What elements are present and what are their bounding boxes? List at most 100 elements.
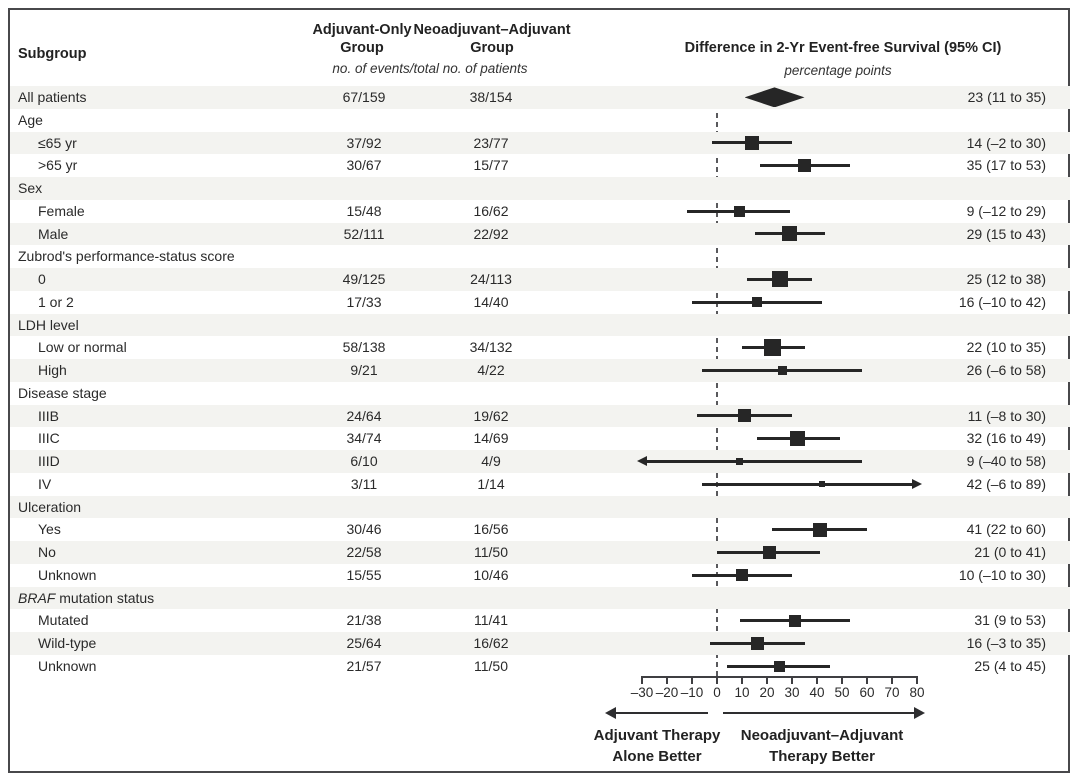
estimate-ci-text: 11 (–8 to 30) [967,407,1046,424]
point-estimate-square [750,636,764,650]
right-arrow-icon [914,707,925,719]
axis-tick-label: –10 [680,685,704,700]
axis-tick [716,676,718,684]
row-label: Yes [38,521,61,538]
row-label: ≤65 yr [38,134,77,151]
x-axis-line [642,676,918,678]
neoadjuvant-value: 24/113 [470,271,512,287]
adjuvant-only-header-line1: Adjuvant-Only [312,22,412,38]
row-label: Zubrod's performance-status score [18,248,235,265]
estimate-ci-text: 22 (10 to 35) [966,339,1046,356]
point-estimate-square [734,205,745,217]
ci-clipped-left-arrow-icon [637,455,647,466]
estimate-ci-text: 16 (–10 to 42) [958,293,1046,310]
adjuvant-only-header-line2: Group [340,40,384,56]
subgroup-data-row: ≤65 yr 37/92 23/77 14 (–2 to 30) [10,131,1070,155]
adjuvant-only-value: 52/111 [343,225,385,242]
axis-tick [916,676,918,684]
point-estimate-square [774,660,785,672]
row-label: Age [18,111,43,128]
row-label: Mutated [38,612,89,629]
neoadjuvant-value: 11/50 [474,544,508,560]
neoadjuvant-value: 14/69 [473,430,509,447]
subgroup-data-row: Unknown 15/55 10/46 10 (–10 to 30) [10,564,1070,587]
subgroup-data-row: Female 15/48 16/62 9 (–12 to 29) [10,200,1070,223]
row-label: Female [38,202,85,219]
neoadjuvant-header-line1: Neoadjuvant–Adjuvant [413,22,571,38]
adjuvant-only-value: 3/11 [350,475,378,492]
row-label: IIIC [38,430,60,447]
difference-title: Difference in 2-Yr Event-free Survival (… [684,40,1002,56]
adjuvant-only-value: 58/138 [342,339,386,356]
subgroup-data-row: IIIC 34/74 14/69 32 (16 to 49) [10,427,1070,450]
point-estimate-square [738,409,751,423]
adjuvant-only-value: 21/57 [346,657,382,674]
adjuvant-only-value: 15/48 [346,202,382,219]
neoadjuvant-value: 11/50 [474,657,508,674]
subgroup-rows: All patients 67/159 38/154 23 (11 to 35) Age… [10,86,1070,678]
adjuvant-only-value: 30/67 [346,157,382,174]
estimate-ci-text: 35 (17 to 53) [966,157,1046,174]
left-direction-arrow-line [614,712,708,714]
right-direction-label-line2: Therapy Better [769,748,875,765]
adjuvant-only-value: 9/21 [350,362,378,378]
point-estimate-square [789,431,805,447]
adjuvant-only-value: 49/125 [342,271,386,287]
neoadjuvant-value: 22/92 [473,225,509,242]
right-direction-arrow-line [723,712,915,714]
axis-tick [766,676,768,684]
estimate-ci-text: 26 (–6 to 58) [966,362,1046,378]
subgroup-data-row: High 9/21 4/22 26 (–6 to 58) [10,359,1070,382]
row-label: High [38,362,67,378]
adjuvant-only-value: 25/64 [346,635,382,651]
row-label: Sex [18,180,43,196]
axis-tick-label: 30 [784,685,800,700]
axis-tick [741,676,743,684]
neoadjuvant-value: 11/41 [474,612,508,629]
adjuvant-only-value: 67/159 [342,89,386,105]
adjuvant-only-value: 17/33 [346,293,382,310]
point-estimate-square [788,614,801,627]
neoadjuvant-value: 19/62 [473,407,509,424]
axis-tick [816,676,818,684]
neoadjuvant-value: 38/154 [469,89,513,105]
subgroup-data-row: Unknown 21/57 11/50 25 (4 to 45) [10,655,1070,678]
section-header-row: Ulceration [10,495,1070,519]
neoadjuvant-value: 23/77 [473,134,509,151]
point-estimate-square [763,545,776,559]
overall-estimate-diamond [744,87,805,108]
adjuvant-only-value: 34/74 [346,430,382,447]
row-label: Unknown [38,657,97,674]
subgroup-data-row: Male 52/111 22/92 29 (15 to 43) [10,222,1070,246]
axis-tick-label: 80 [909,685,925,700]
row-label: IIIB [38,407,60,424]
row-label: Disease stage [18,384,107,401]
section-header-row: Zubrod's performance-status score [10,245,1070,268]
estimate-ci-text: 25 (4 to 45) [974,657,1046,674]
row-label: LDH level [18,316,79,333]
section-header-row: Age [10,109,1070,132]
point-estimate-square [736,457,743,465]
subgroup-data-row: IIID 6/10 4/9 9 (–40 to 58) [10,450,1070,473]
subgroup-data-row: Wild-type 25/64 16/62 16 (–3 to 35) [10,632,1070,655]
row-label: 1 or 2 [38,293,74,310]
estimate-ci-text: 14 (–2 to 30) [966,134,1046,151]
ci-clipped-right-arrow-icon [912,478,922,489]
row-label: >65 yr [38,157,78,174]
right-direction-label-line1: Neoadjuvant–Adjuvant [740,727,904,744]
neoadjuvant-value: 16/62 [473,635,509,651]
section-header-row: BRAF mutation status [10,586,1070,610]
section-header-row: LDH level [10,313,1070,337]
axis-tick-label: 50 [834,685,850,700]
left-arrow-icon [605,707,616,719]
row-label: Unknown [38,566,97,583]
neoadjuvant-value: 4/9 [481,453,501,469]
axis-tick [866,676,868,684]
estimate-ci-text: 25 (12 to 38) [966,271,1046,287]
figure-border [8,8,1070,773]
row-label: 0 [38,271,46,287]
estimate-ci-text: 21 (0 to 41) [974,544,1046,560]
estimate-ci-text: 23 (11 to 35) [967,89,1046,105]
point-estimate-square [782,226,797,242]
left-direction-label: Adjuvant Therapy Alone Better [552,725,762,767]
